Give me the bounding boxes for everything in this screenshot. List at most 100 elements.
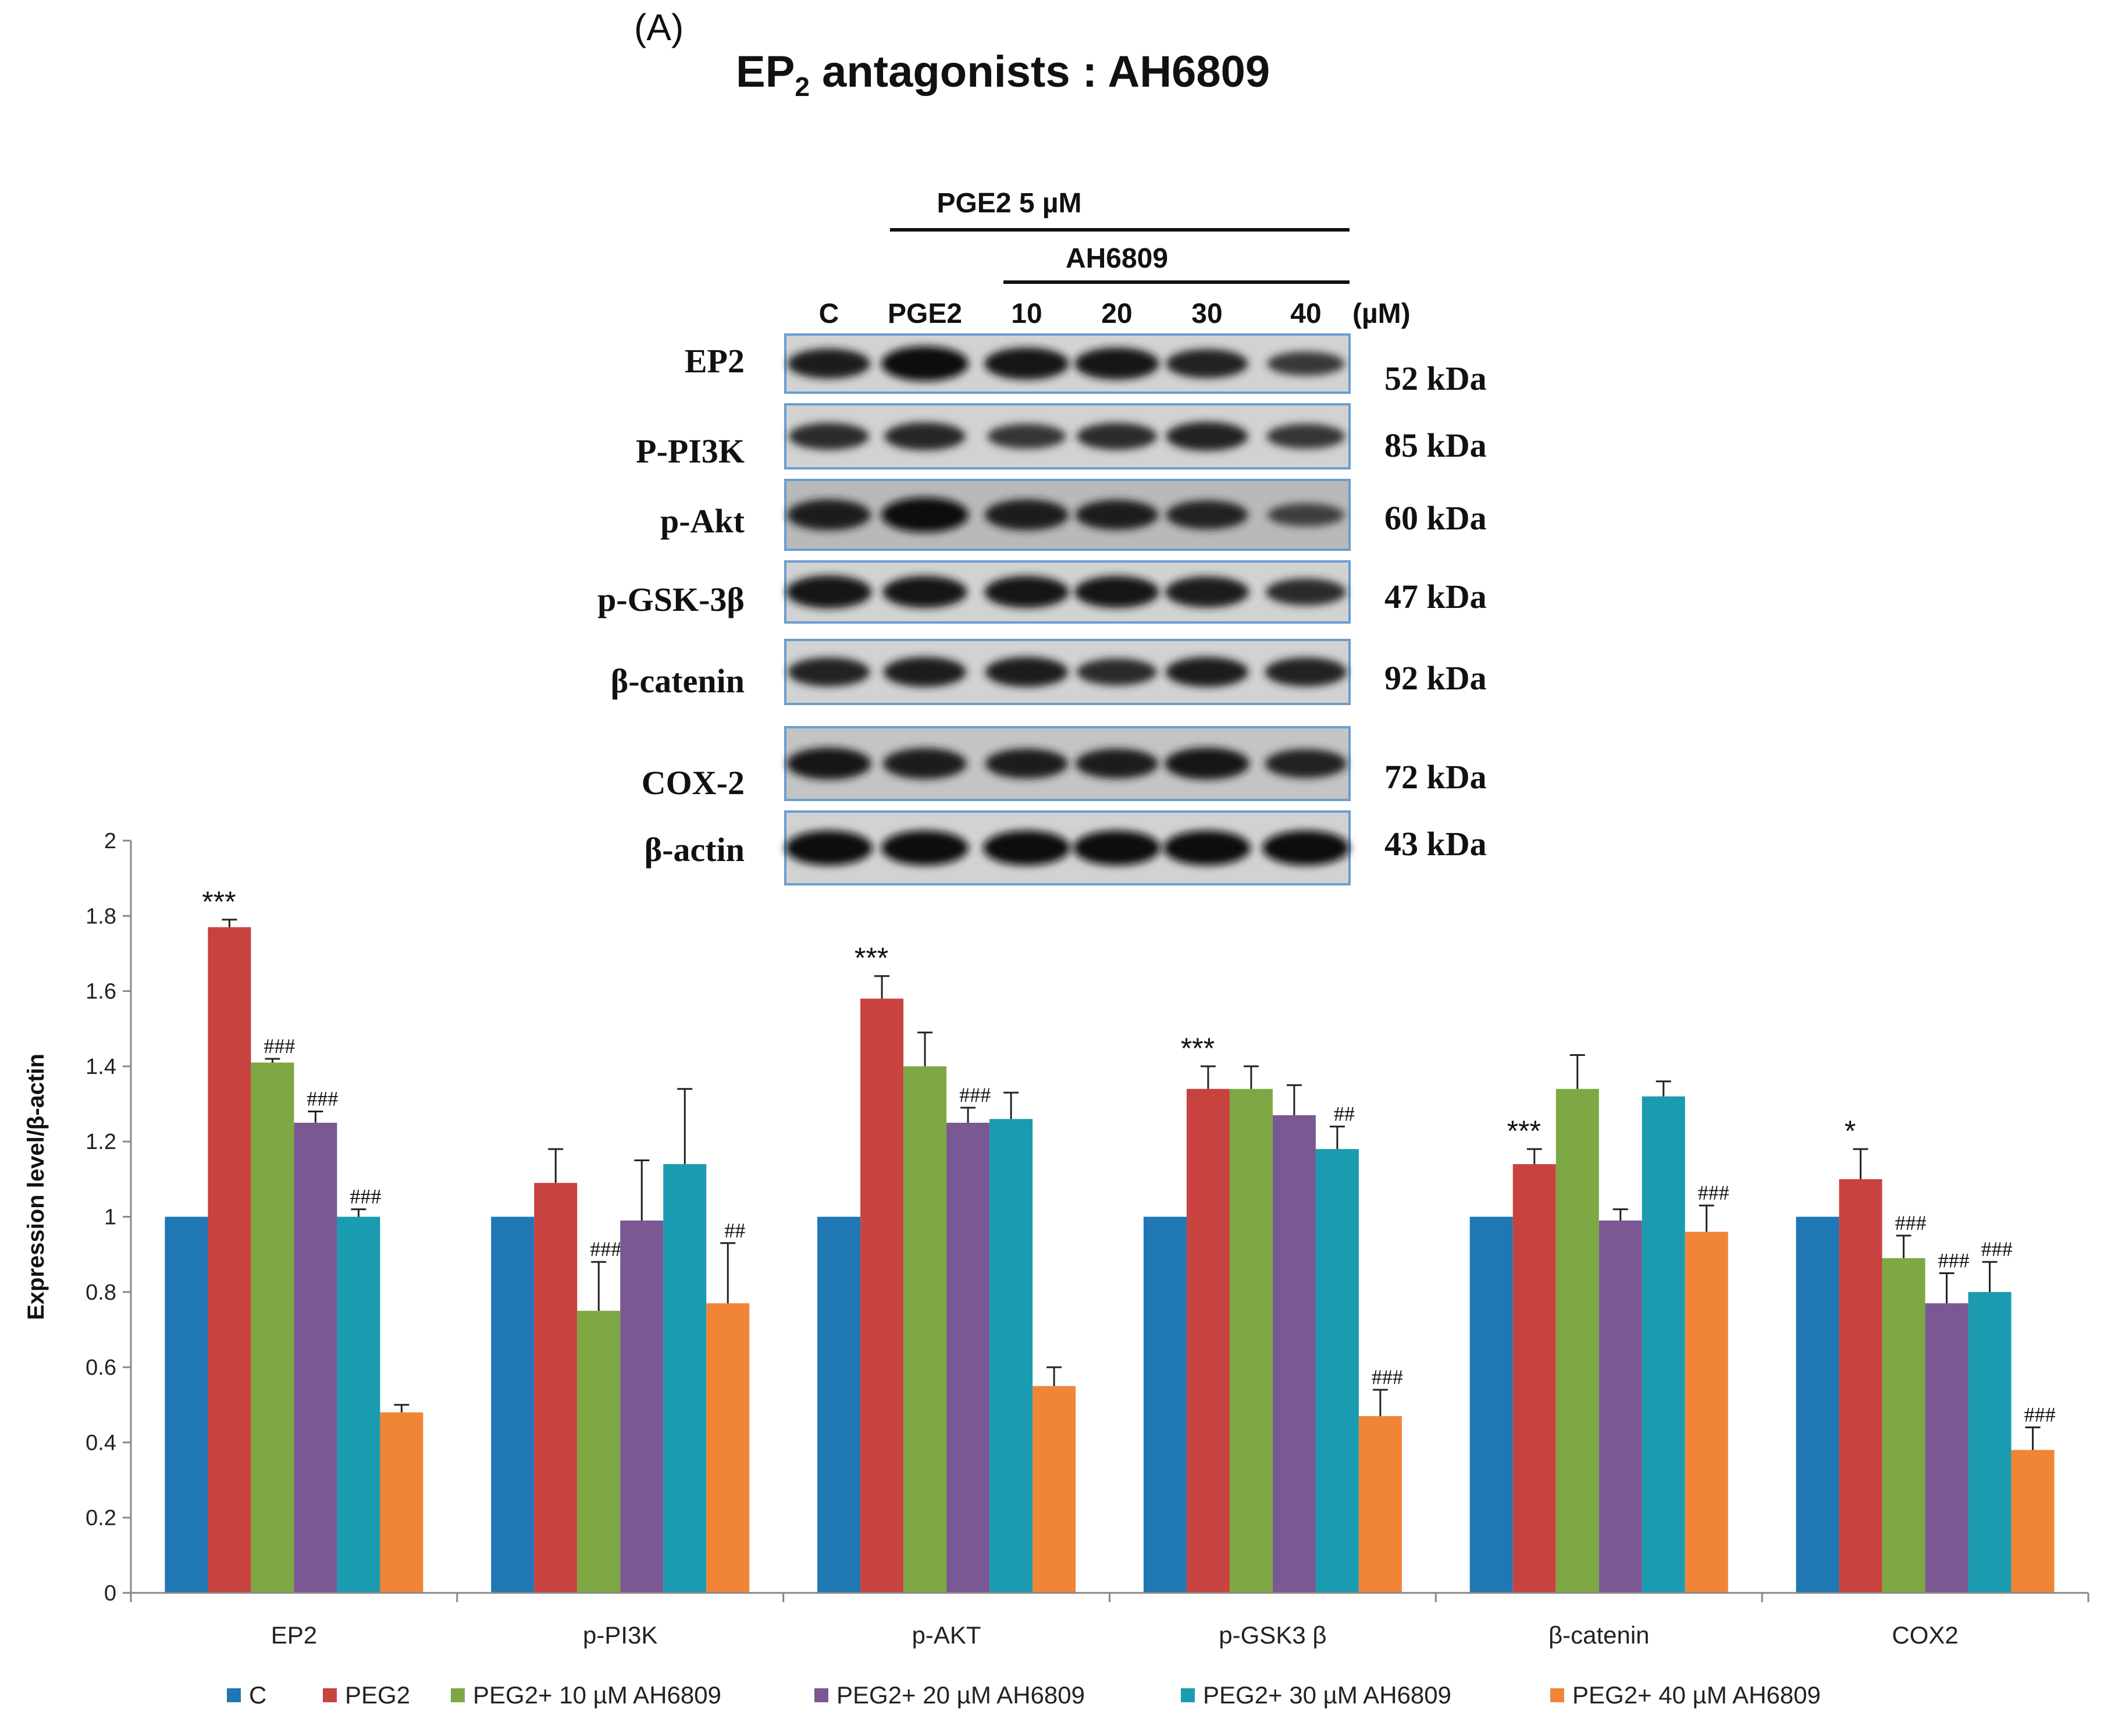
lane-label-5: 40 bbox=[1290, 298, 1321, 329]
series-3: ### ### ### bbox=[294, 1083, 1970, 1593]
y-tick-label: 0.2 bbox=[86, 1506, 116, 1531]
blot-band bbox=[785, 830, 873, 866]
legend-label: PEG2+ 40 µM AH6809 bbox=[1572, 1681, 1821, 1709]
series-5: ########### bbox=[380, 1181, 2056, 1593]
y-axis-title: Expression level/β-actin bbox=[23, 1054, 49, 1320]
title-suffix: antagonists : AH6809 bbox=[809, 47, 1270, 97]
y-tick-label: 0 bbox=[104, 1581, 116, 1606]
blot-row-label: COX-2 bbox=[642, 764, 745, 802]
blot-band bbox=[1166, 349, 1248, 378]
legend-label: PEG2+ 10 µM AH6809 bbox=[473, 1681, 721, 1709]
blot-band bbox=[1166, 422, 1248, 451]
blot-band bbox=[786, 575, 872, 609]
x-tick-label: p-PI3K bbox=[583, 1621, 657, 1649]
blot-band bbox=[1266, 424, 1345, 449]
blot-header: PGE2 5 µM AH6809 C PGE2 10 20 30 40 (µM) bbox=[819, 188, 1411, 329]
significance-mark: ### bbox=[590, 1237, 621, 1261]
bar bbox=[165, 1216, 208, 1593]
bar bbox=[706, 1303, 750, 1593]
bar bbox=[1358, 1416, 1402, 1593]
bar bbox=[1272, 1115, 1316, 1593]
blot-band bbox=[1262, 830, 1350, 866]
bar bbox=[251, 1062, 294, 1593]
blot-band bbox=[884, 422, 966, 451]
significance-mark: *** bbox=[855, 942, 888, 974]
blot-band bbox=[883, 657, 967, 687]
significance-mark: ### bbox=[959, 1083, 991, 1107]
title-prefix: EP bbox=[736, 47, 795, 97]
y-tick-label: 0.6 bbox=[86, 1356, 116, 1380]
bar bbox=[860, 998, 904, 1593]
blot-band bbox=[1165, 576, 1249, 608]
x-tick-label: p-GSK3 β bbox=[1219, 1621, 1326, 1649]
y-tick-label: 1 bbox=[104, 1205, 116, 1230]
blot-row-label: p-Akt bbox=[660, 502, 745, 540]
blot-row-cox-2: COX-2 72 kDa bbox=[642, 726, 1487, 802]
blot-band bbox=[1165, 748, 1249, 780]
panel-label: (A) bbox=[634, 6, 684, 48]
blot-band bbox=[787, 499, 871, 531]
legend-item-1: PEG2 bbox=[323, 1681, 410, 1709]
bar bbox=[1839, 1179, 1882, 1593]
legend-item-3: PEG2+ 20 µM AH6809 bbox=[814, 1681, 1085, 1709]
significance-mark: *** bbox=[202, 885, 236, 918]
blot-band bbox=[1077, 422, 1157, 450]
legend-swatch bbox=[1550, 1688, 1564, 1702]
blot-band bbox=[1077, 658, 1157, 686]
blot-band bbox=[1166, 500, 1248, 529]
kda-label: 52 kDa bbox=[1384, 360, 1487, 397]
significance-mark: ### bbox=[1938, 1248, 1970, 1272]
legend-swatch bbox=[814, 1688, 828, 1702]
blot-band bbox=[1266, 578, 1346, 606]
significance-mark: *** bbox=[1507, 1115, 1541, 1147]
figure-title: EP2 antagonists : AH6809 bbox=[736, 47, 1270, 102]
legend-swatch bbox=[227, 1688, 241, 1702]
blot-band bbox=[985, 657, 1069, 687]
y-tick-label: 0.4 bbox=[86, 1431, 116, 1455]
blot-row--actin: β-actin 43 kDa bbox=[645, 810, 1487, 885]
y-tick-label: 1.4 bbox=[86, 1055, 116, 1079]
blot-band bbox=[787, 348, 871, 379]
bar bbox=[1925, 1303, 1968, 1593]
lane-label-3: 20 bbox=[1101, 298, 1132, 329]
blot-band bbox=[881, 497, 969, 532]
blot-band bbox=[1074, 576, 1159, 608]
blot-band bbox=[1075, 748, 1159, 779]
bar bbox=[903, 1066, 947, 1593]
blot-row-p-akt: p-Akt 60 kDa bbox=[660, 479, 1487, 551]
bar bbox=[1642, 1096, 1685, 1593]
bar bbox=[208, 927, 251, 1593]
legend-label: C bbox=[249, 1681, 266, 1709]
bar bbox=[663, 1164, 707, 1593]
legend-item-5: PEG2+ 40 µM AH6809 bbox=[1550, 1681, 1821, 1709]
blot-row-label: β-actin bbox=[645, 831, 745, 869]
antagonist-label: AH6809 bbox=[1066, 243, 1168, 274]
blot-band bbox=[788, 657, 870, 686]
bar bbox=[1968, 1292, 2012, 1593]
bar bbox=[2011, 1450, 2055, 1593]
blot-band bbox=[1075, 500, 1159, 530]
blot-row-label: p-GSK-3β bbox=[597, 581, 745, 618]
legend-item-0: C bbox=[227, 1681, 266, 1709]
bar bbox=[1033, 1386, 1076, 1593]
lane-label-0: C bbox=[819, 298, 839, 329]
blot-band bbox=[881, 830, 969, 866]
bar bbox=[1685, 1232, 1728, 1593]
significance-mark: ### bbox=[307, 1087, 338, 1110]
blot-row-label: β-catenin bbox=[611, 662, 745, 700]
blot-band bbox=[1163, 830, 1251, 866]
significance-mark: ### bbox=[2024, 1403, 2056, 1426]
blot-band bbox=[985, 748, 1069, 779]
lane-label-2: 10 bbox=[1011, 298, 1042, 329]
series-1: ************ * bbox=[202, 885, 1882, 1593]
treatment-label: PGE2 5 µM bbox=[937, 188, 1081, 219]
series-2: ### ### ### bbox=[251, 1031, 1927, 1593]
kda-label: 47 kDa bbox=[1384, 578, 1487, 616]
blot-band bbox=[1268, 503, 1344, 527]
blot-band bbox=[1165, 657, 1249, 687]
bar bbox=[1315, 1149, 1359, 1593]
y-tick-label: 1.2 bbox=[86, 1130, 116, 1154]
bar bbox=[989, 1119, 1033, 1593]
significance-mark: ## bbox=[1334, 1102, 1355, 1125]
